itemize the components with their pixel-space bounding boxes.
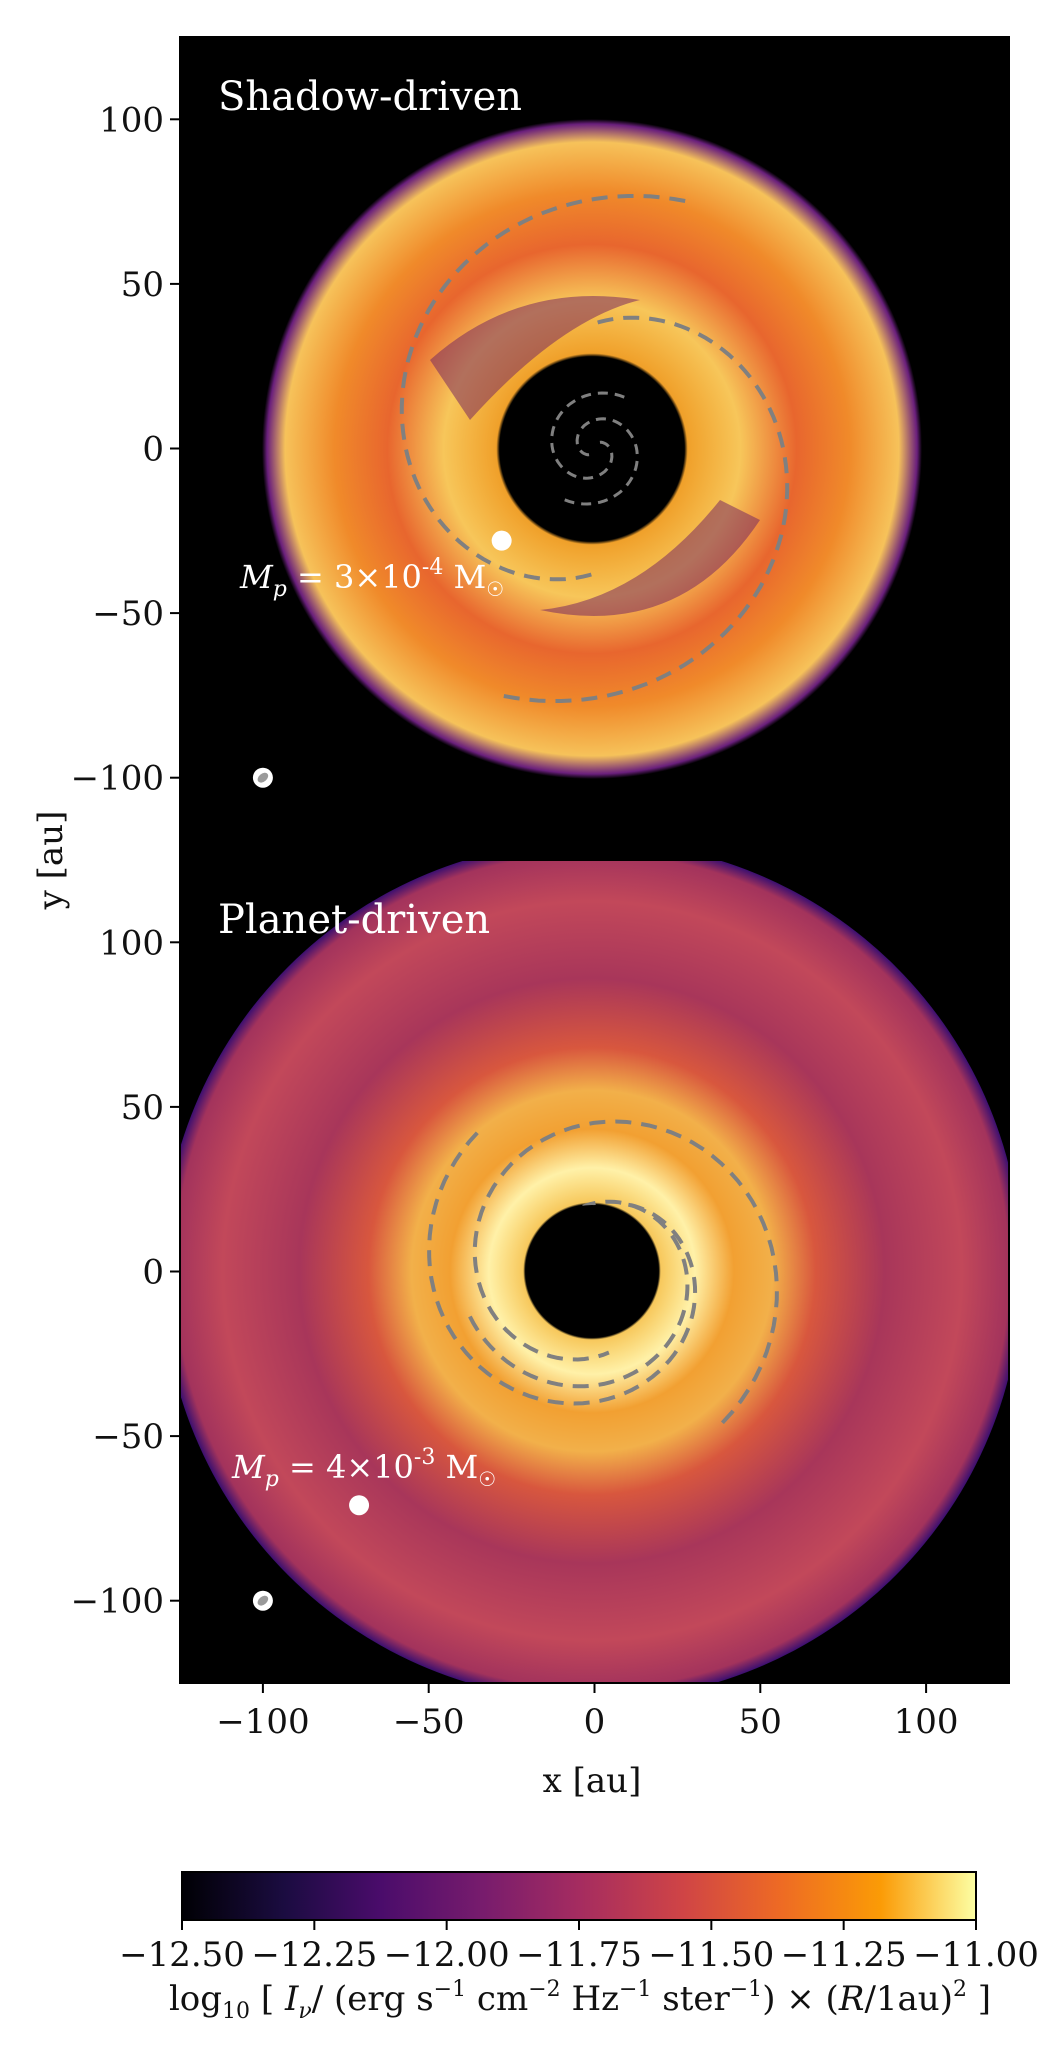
colorbar-gradient	[181, 1871, 977, 1921]
inner-cavity	[526, 383, 658, 515]
x-tick-label: −100	[216, 1702, 309, 1742]
colorbar-tick-label: −11.75	[516, 1935, 642, 1975]
dark-lane-2	[540, 500, 760, 616]
inner-spiral-arm	[550, 391, 625, 480]
y-tick-label: 50	[121, 265, 164, 305]
colorbar-ticks: −12.50 −12.25 −12.00 −11.75 −11.50 −11.25 −11.…	[119, 1920, 1039, 1975]
colorbar-label: log10 [ Iν/ (erg s−1 cm−2 Hz−1 ster−1) ×…	[169, 1977, 991, 2024]
y-axis-ticks-bottom: 100 50 0 −50 −100	[71, 923, 180, 1622]
inner-cavity	[526, 1205, 658, 1337]
x-tick-label: 0	[584, 1702, 606, 1742]
panel-title: Planet-driven	[218, 897, 490, 943]
x-axis-label: x [au]	[543, 1761, 642, 1801]
x-axis-ticks: −100 −50 0 50 100	[216, 1683, 959, 1742]
beam-marker	[252, 1590, 273, 1611]
spiral-arms	[399, 193, 790, 704]
beam-ellipse	[257, 772, 269, 783]
x-tick-label: 50	[739, 1702, 782, 1742]
beam-ellipse	[257, 1595, 269, 1606]
colorbar-tick-label: −12.00	[384, 1935, 510, 1975]
panel-planet-driven: Planet-driven Mp = 4×10-3 M☉	[179, 859, 1010, 1684]
inner-spiral	[550, 391, 639, 506]
colorbar-tick-label: −12.25	[251, 1935, 377, 1975]
colorbar-tick-label: −12.50	[119, 1935, 245, 1975]
planet-marker	[349, 1495, 370, 1516]
x-tick-label: 100	[894, 1702, 959, 1742]
y-axis-ticks-top: 100 50 0 −50 −100	[71, 100, 180, 799]
y-tick-label: 100	[99, 923, 164, 963]
inner-spiral-arm	[564, 417, 639, 506]
y-tick-label: −100	[71, 759, 164, 799]
panel-shadow-driven: Shadow-driven Mp = 3×10-4 M☉	[179, 36, 1010, 861]
y-tick-label: 50	[121, 1088, 164, 1128]
spiral-arm	[468, 1199, 690, 1389]
spiral-arms	[427, 1119, 779, 1425]
x-tick-label: −50	[393, 1702, 465, 1742]
y-axis-label: y [au]	[31, 811, 71, 911]
colorbar-tick-label: −11.25	[781, 1935, 907, 1975]
colorbar: −12.50 −12.25 −12.00 −11.75 −11.50 −11.25 −11.…	[119, 1871, 1039, 2024]
y-tick-label: −50	[92, 1417, 164, 1457]
spiral-arm	[399, 193, 686, 582]
spiral-arm	[503, 315, 790, 704]
y-tick-label: 100	[99, 100, 164, 140]
y-tick-label: −100	[71, 1582, 164, 1622]
planet-mass-label: Mp = 4×10-3 M☉	[231, 1445, 496, 1492]
colorbar-tick-label: −11.50	[648, 1935, 774, 1975]
planet-mass-label: Mp = 3×10-4 M☉	[239, 555, 504, 602]
beam-marker	[252, 767, 273, 788]
planet-marker	[491, 530, 512, 551]
y-tick-label: 0	[142, 430, 164, 470]
y-tick-label: −50	[92, 594, 164, 634]
colorbar-tick-label: −11.00	[913, 1935, 1039, 1975]
spiral-arm	[427, 1131, 698, 1406]
panel-title: Shadow-driven	[218, 74, 522, 120]
dark-lane-1	[430, 296, 640, 420]
y-tick-label: 0	[142, 1253, 164, 1293]
